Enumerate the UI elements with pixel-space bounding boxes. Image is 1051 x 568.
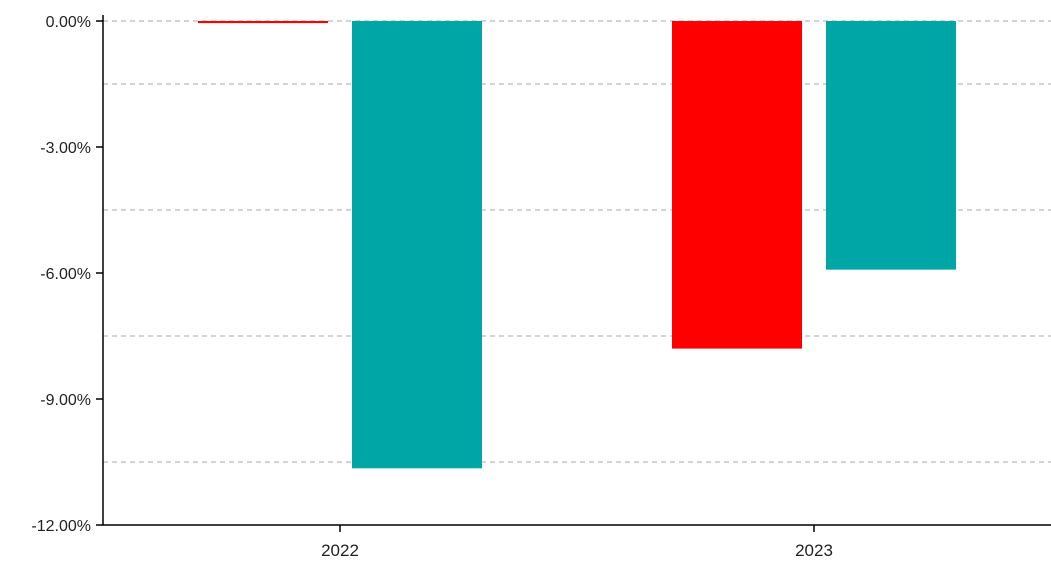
axes: [96, 15, 1051, 532]
bars: [198, 21, 956, 469]
bar-2022-series-1: [198, 21, 328, 24]
bar-2023-series-2: [826, 21, 956, 270]
bar-2023-series-1: [672, 21, 802, 349]
y-tick-label: -6.00%: [40, 266, 91, 283]
x-tick-label: 2023: [795, 541, 833, 560]
y-tick-label: -3.00%: [40, 140, 91, 157]
bar-2022-series-2: [352, 21, 482, 469]
y-tick-label: 0.00%: [46, 14, 91, 31]
y-tick-label: -12.00%: [31, 518, 91, 535]
tick-labels: 0.00% -3.00% -6.00% -9.00% -12.00% 2022 2023: [31, 14, 833, 560]
y-tick-label: -9.00%: [40, 392, 91, 409]
x-tick-label: 2022: [321, 541, 359, 560]
